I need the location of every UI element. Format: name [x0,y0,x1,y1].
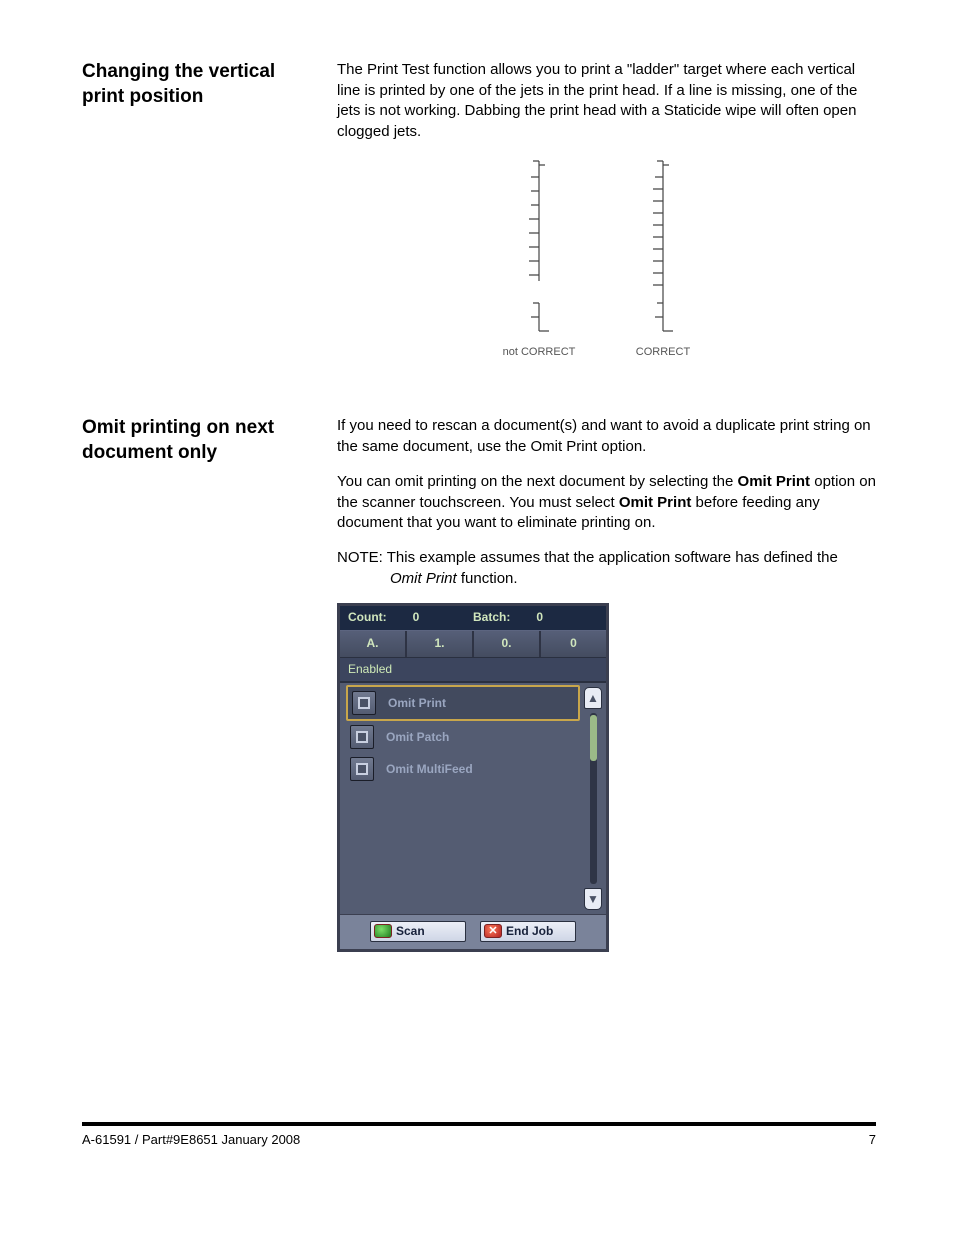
bold-omit-print-1: Omit Print [738,473,811,490]
checkbox-icon[interactable] [352,691,376,715]
enabled-bar: Enabled [340,657,606,682]
row-label: Omit MultiFeed [386,761,473,778]
touchscreen-wrap: Count: 0 Batch: 0 A. 1. 0. 0 Enabled [337,603,876,952]
note: NOTE: This example assumes that the appl… [337,548,876,589]
scroll-down-icon[interactable]: ▼ [584,888,602,910]
scroll-track[interactable] [590,713,597,884]
go-icon [374,924,392,938]
row-omit-print[interactable]: Omit Print [346,685,580,721]
ladder-target-figure: not CORRECT CORRECT [337,157,876,369]
heading-2: Omit printing on next document only [82,416,317,952]
txt: This example assumes that the applicatio… [387,549,838,566]
ts-header: Count: 0 Batch: 0 [340,606,606,630]
ladder-label-not-correct: not CORRECT [502,346,575,358]
scanner-touchscreen: Count: 0 Batch: 0 A. 1. 0. 0 Enabled [337,603,609,952]
page-footer: A-61591 / Part#9E8651 January 2008 7 [82,1126,876,1147]
ts-body: Omit Print Omit Patch Omit MultiFeed ▲ [340,682,606,914]
row-label: Omit Print [388,695,446,712]
section-omit-printing: Omit printing on next document only If y… [82,416,876,952]
ts-tab-3[interactable]: 0 [541,631,606,658]
stop-icon: ✕ [484,924,502,938]
scroll-up-icon[interactable]: ▲ [584,687,602,709]
footer-right: 7 [869,1132,876,1147]
end-job-label: End Job [506,923,553,940]
ts-footer: Scan ✕ End Job [340,914,606,950]
scan-button[interactable]: Scan [370,921,466,943]
row-omit-patch[interactable]: Omit Patch [346,721,580,753]
note-label: NOTE: [337,549,387,566]
txt: function. [457,570,518,587]
txt: You can omit printing on the next docume… [337,473,738,490]
ts-tab-2[interactable]: 0. [474,631,541,658]
section2-para1: If you need to rescan a document(s) and … [337,416,876,457]
ts-tab-1[interactable]: 1. [407,631,474,658]
italic-omit-print: Omit Print [390,570,457,587]
section1-para1: The Print Test function allows you to pr… [337,60,876,143]
section2-para2: You can omit printing on the next docume… [337,472,876,534]
ts-list: Omit Print Omit Patch Omit MultiFeed [346,685,580,785]
row-omit-multifeed[interactable]: Omit MultiFeed [346,753,580,785]
checkbox-icon[interactable] [350,757,374,781]
bold-omit-print-2: Omit Print [619,494,692,511]
count-label: Count: [348,609,387,626]
end-job-button[interactable]: ✕ End Job [480,921,576,943]
checkbox-icon[interactable] [350,725,374,749]
scrollbar: ▲ ▼ [584,687,602,910]
heading-1: Changing the vertical print position [82,60,317,396]
scan-label: Scan [396,923,425,940]
ladder-label-correct: CORRECT [635,346,690,358]
section2-body: If you need to rescan a document(s) and … [337,416,876,952]
row-label: Omit Patch [386,729,449,746]
section-changing-vertical: Changing the vertical print position The… [82,60,876,396]
scroll-thumb[interactable] [590,715,597,761]
batch-label: Batch: [473,609,510,626]
batch-value: 0 [536,609,543,626]
footer-left: A-61591 / Part#9E8651 January 2008 [82,1132,300,1147]
ts-tabs: A. 1. 0. 0 [340,630,606,658]
ts-tab-0[interactable]: A. [340,631,407,658]
count-value: 0 [413,609,420,626]
section1-body: The Print Test function allows you to pr… [337,60,876,396]
